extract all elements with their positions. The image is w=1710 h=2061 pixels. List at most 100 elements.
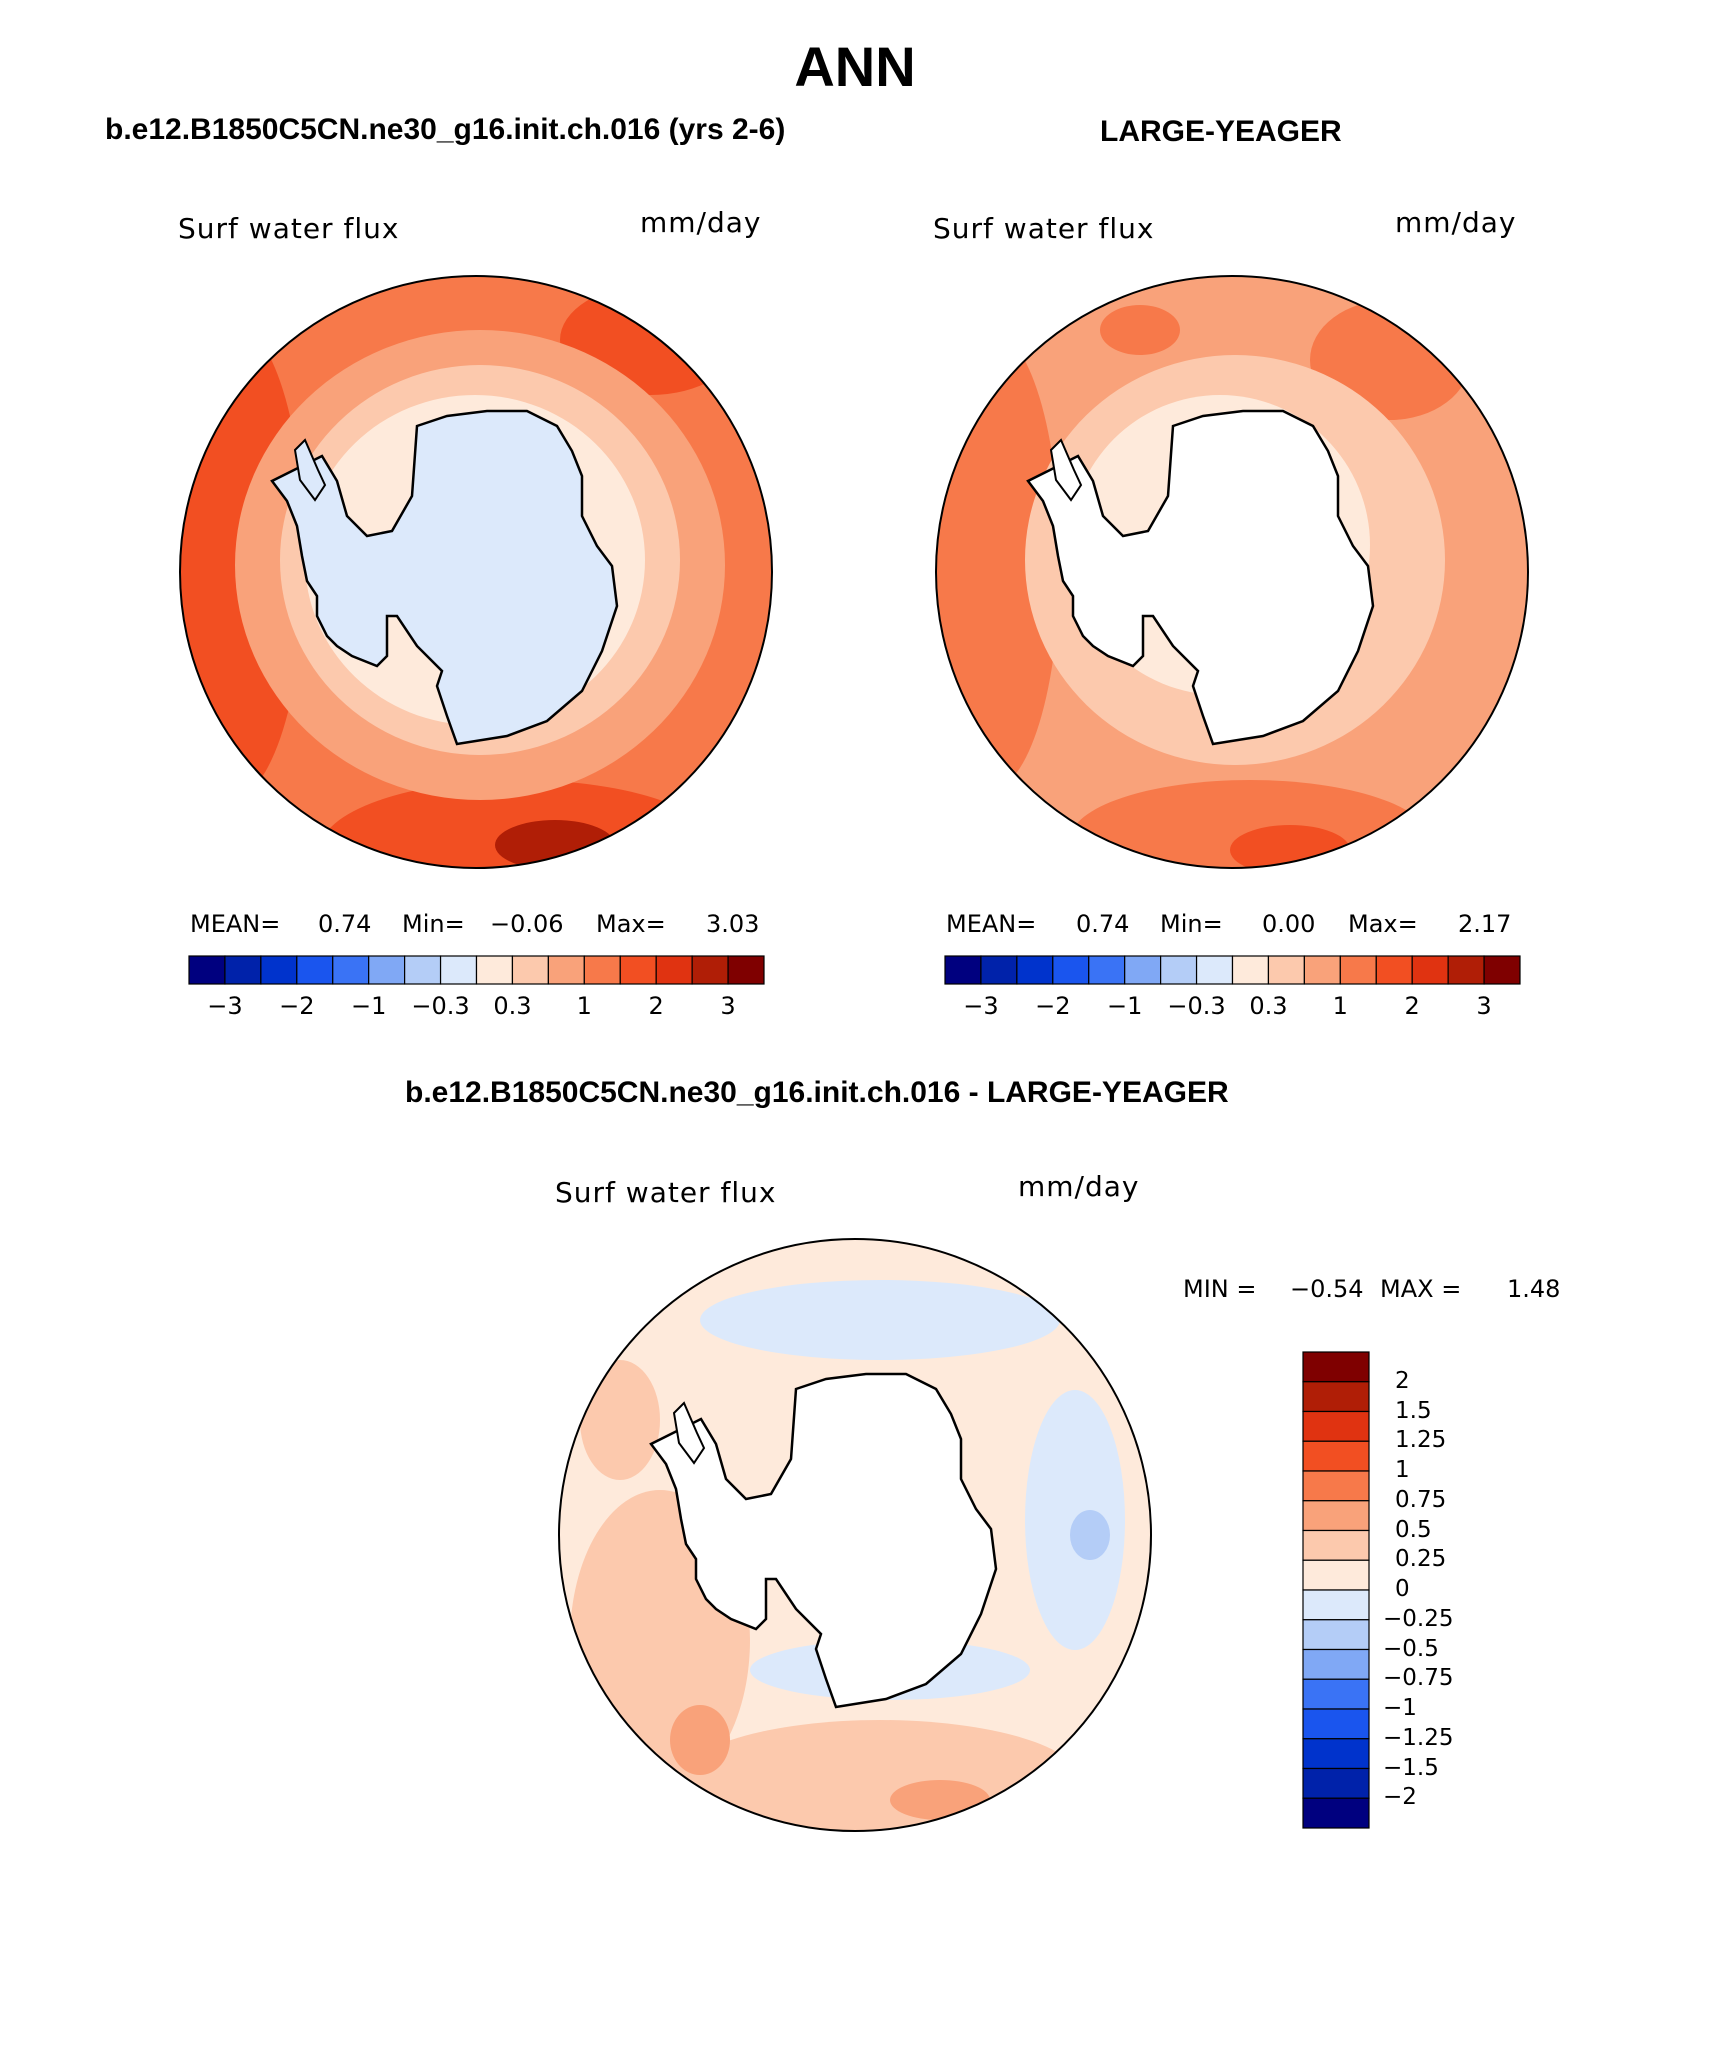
colorbar-tick-label: −2 [1035, 992, 1071, 1020]
panel-diff-max-label: MAX = [1380, 1275, 1462, 1303]
panel-obs-mean-label: MEAN= [946, 910, 1037, 938]
colorbar-swatch [1160, 955, 1198, 985]
panel-case-max: 3.03 [706, 910, 760, 938]
panel-obs-max: 2.17 [1458, 910, 1512, 938]
colorbar-swatch [1231, 955, 1270, 985]
panel-obs-max-label: Max= [1348, 910, 1418, 938]
colorbar-swatch [1447, 955, 1485, 985]
page-title: ANN [794, 35, 916, 98]
colorbar-tick-label: −0.3 [411, 992, 470, 1020]
panel-obs-variable: Surf water flux [933, 212, 1155, 245]
colorbar-swatch [619, 955, 657, 985]
panel-diff-colorbar [1302, 1351, 1370, 1829]
panel-obs-units: mm/day [1395, 206, 1517, 239]
panel-case-variable: Surf water flux [178, 212, 400, 245]
colorbar-tick-label: 2 [1395, 1367, 1410, 1394]
panel-obs-heading: LARGE-YEAGER [1100, 115, 1342, 148]
colorbar-tick-label: 0.3 [493, 992, 532, 1020]
panel-diff-variable: Surf water flux [555, 1176, 777, 1209]
panel-diff-heading: b.e12.B1850C5CN.ne30_g16.init.ch.016 - L… [405, 1076, 1229, 1109]
colorbar-tick-label: 0 [1395, 1576, 1410, 1602]
panel-case-border [179, 275, 773, 869]
panel-case-min: −0.06 [490, 910, 564, 938]
colorbar-swatch [1302, 1500, 1370, 1532]
colorbar-swatch [1016, 955, 1054, 985]
panel-case-map [180, 276, 772, 868]
colorbar-swatch [1124, 955, 1162, 985]
colorbar-tick-label: 3 [720, 992, 736, 1020]
panel-obs-min-label: Min= [1160, 910, 1223, 938]
panel-diff-min-label: MIN = [1183, 1275, 1257, 1303]
panel-case-min-label: Min= [402, 910, 465, 938]
colorbar-tick-label: 1 [1332, 992, 1348, 1020]
colorbar-tick-label: −1 [1383, 1695, 1417, 1721]
colorbar-tick-label: −0.25 [1383, 1605, 1454, 1632]
colorbar-swatch [296, 955, 334, 985]
colorbar-swatch [944, 955, 982, 985]
colorbar-swatch [1302, 1351, 1370, 1383]
panel-case-colorbar [188, 955, 765, 985]
colorbar-tick-label: −3 [963, 992, 999, 1020]
panel-obs-border [935, 275, 1529, 869]
colorbar-swatch [1303, 955, 1341, 985]
colorbar-swatch [511, 955, 549, 985]
panel-diff-border [558, 1238, 1152, 1832]
colorbar-swatch [1302, 1678, 1370, 1710]
colorbar-swatch [1302, 1797, 1370, 1829]
colorbar-tick-label: 1 [576, 992, 592, 1020]
colorbar-tick-label: 0.75 [1395, 1486, 1447, 1513]
panel-obs-map [936, 276, 1528, 868]
panel-diff-max: 1.48 [1507, 1275, 1561, 1303]
colorbar-swatch [727, 955, 765, 985]
panel-case-max-label: Max= [596, 910, 666, 938]
colorbar-tick-label: −3 [207, 992, 243, 1020]
colorbar-swatch [1302, 1767, 1370, 1799]
colorbar-swatch [1302, 1648, 1370, 1680]
panel-case-mean: 0.74 [318, 910, 372, 938]
panel-diff-min: −0.54 [1290, 1275, 1364, 1303]
colorbar-swatch [547, 955, 585, 985]
colorbar-swatch [1302, 1708, 1370, 1740]
colorbar-swatch [188, 955, 226, 985]
colorbar-tick-label: 2 [648, 992, 664, 1020]
colorbar-tick-label: −1.5 [1383, 1754, 1439, 1781]
colorbar-tick-label: −2 [279, 992, 315, 1020]
colorbar-tick-label: −0.75 [1383, 1665, 1454, 1692]
colorbar-tick-label: 3 [1476, 992, 1492, 1020]
panel-case-units: mm/day [640, 206, 762, 239]
panel-diff-map [559, 1239, 1151, 1831]
colorbar-swatch [1375, 955, 1413, 985]
colorbar-tick-label: 1.25 [1395, 1427, 1447, 1454]
colorbar-swatch [980, 955, 1018, 985]
colorbar-tick-label: 0.3 [1249, 992, 1288, 1020]
colorbar-swatch [1052, 955, 1090, 985]
colorbar-tick-label: −1 [350, 992, 387, 1020]
colorbar-swatch [583, 955, 621, 985]
colorbar-tick-label: 0.5 [1395, 1516, 1432, 1543]
colorbar-swatch [1339, 955, 1377, 985]
panel-case-mean-label: MEAN= [190, 910, 281, 938]
colorbar-swatch [368, 955, 406, 985]
panel-diff-units: mm/day [1018, 1170, 1140, 1203]
colorbar-swatch [655, 955, 693, 985]
colorbar-tick-label: −1.25 [1383, 1724, 1454, 1751]
colorbar-swatch [1302, 1529, 1370, 1561]
colorbar-swatch [1195, 955, 1234, 985]
panel-obs-mean: 0.74 [1076, 910, 1130, 938]
colorbar-tick-label: −0.3 [1167, 992, 1226, 1020]
colorbar-swatch [224, 955, 262, 985]
colorbar-swatch [260, 955, 298, 985]
colorbar-swatch [332, 955, 370, 985]
panel-obs-colorbar [944, 955, 1521, 985]
colorbar-tick-label: 2 [1404, 992, 1420, 1020]
colorbar-swatch [1302, 1559, 1370, 1591]
colorbar-tick-label: −2 [1383, 1784, 1417, 1811]
colorbar-tick-label: 1.5 [1395, 1397, 1432, 1424]
colorbar-tick-label: −0.5 [1383, 1635, 1439, 1662]
colorbar-swatch [1302, 1589, 1370, 1621]
colorbar-tick-label: 0.25 [1395, 1546, 1447, 1573]
colorbar-swatch [691, 955, 729, 985]
colorbar-swatch [1302, 1410, 1370, 1442]
colorbar-swatch [1302, 1619, 1370, 1651]
